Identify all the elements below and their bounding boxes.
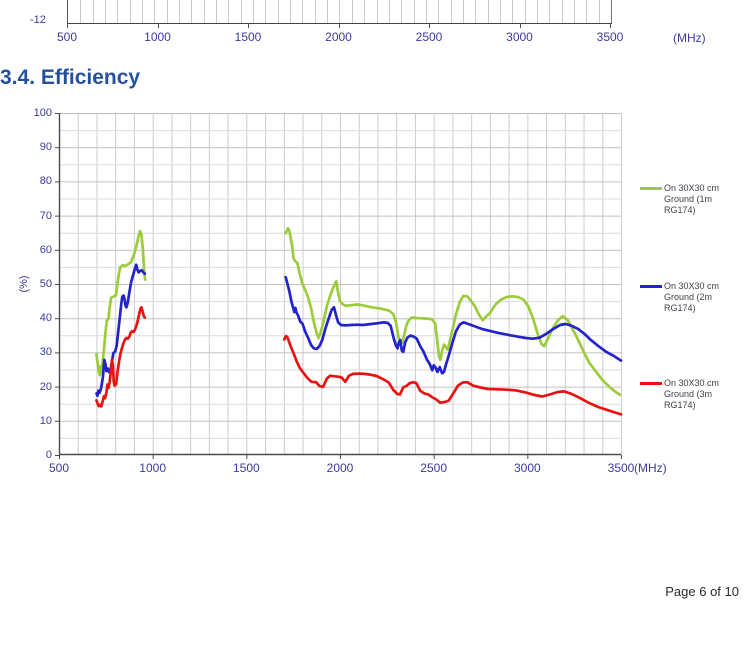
gridline bbox=[388, 0, 390, 23]
legend-label: On 30X30 cm Ground (3m RG174) bbox=[664, 378, 720, 410]
gridline bbox=[129, 0, 131, 23]
x-tick-label: 2500 bbox=[420, 461, 448, 475]
gridline bbox=[401, 0, 403, 23]
gridline bbox=[487, 0, 489, 23]
x-tick-label: 2500 bbox=[415, 30, 443, 44]
y-tick-label: 10 bbox=[39, 414, 52, 427]
y-tick-label: 90 bbox=[39, 141, 52, 154]
gridline bbox=[573, 0, 575, 23]
gridline bbox=[265, 0, 267, 23]
gridline bbox=[586, 0, 588, 23]
gridline bbox=[475, 0, 477, 23]
x-tick-label: 3500 bbox=[596, 30, 624, 44]
gridline bbox=[253, 0, 255, 23]
gridline bbox=[364, 0, 366, 23]
gridline bbox=[327, 0, 329, 23]
legend-label: On 30X30 cm Ground (2m RG174) bbox=[664, 281, 720, 313]
gridline bbox=[179, 0, 181, 23]
gridline bbox=[166, 0, 168, 23]
gridline bbox=[142, 0, 144, 23]
gridline bbox=[240, 0, 242, 23]
x-tick bbox=[248, 24, 249, 28]
x-tick-label: 3000 bbox=[506, 30, 533, 44]
gridline bbox=[339, 0, 341, 23]
y-tick-label: 20 bbox=[39, 380, 52, 393]
x-tick-label: 1000 bbox=[139, 461, 167, 475]
gridline bbox=[549, 0, 551, 23]
gridline bbox=[105, 0, 107, 23]
gridline bbox=[290, 0, 292, 23]
efficiency-x-axis-unit: (MHz) bbox=[634, 461, 667, 475]
gridline bbox=[92, 0, 94, 23]
gridline bbox=[277, 0, 279, 23]
y-tick-label: 30 bbox=[39, 346, 52, 359]
gridline bbox=[216, 0, 218, 23]
gridline bbox=[80, 0, 82, 23]
x-tick-label: 1500 bbox=[232, 461, 260, 475]
legend-entry: On 30X30 cm Ground (1m RG174) bbox=[640, 183, 745, 215]
previous-chart-plot-area bbox=[67, 0, 612, 24]
gridline bbox=[191, 0, 193, 23]
gridline bbox=[117, 0, 119, 23]
gridline bbox=[561, 0, 563, 23]
y-tick-label: 0 bbox=[45, 449, 52, 461]
x-tick-label: 500 bbox=[48, 461, 70, 475]
y-tick-label: 80 bbox=[39, 175, 52, 188]
y-tick-label: 50 bbox=[39, 278, 52, 290]
series-line bbox=[284, 226, 622, 397]
series-line bbox=[95, 229, 147, 377]
gridline bbox=[376, 0, 378, 23]
y-tick-label: 100 bbox=[33, 107, 52, 119]
gridline bbox=[512, 0, 514, 23]
gridline bbox=[154, 0, 156, 23]
series-line bbox=[95, 305, 147, 408]
gridline bbox=[228, 0, 230, 23]
x-tick-label: 1000 bbox=[144, 30, 171, 44]
legend-line-swatch bbox=[640, 187, 662, 190]
gridline bbox=[203, 0, 205, 23]
x-tick bbox=[429, 24, 430, 28]
gridline bbox=[314, 0, 316, 23]
gridline bbox=[425, 0, 427, 23]
x-tick bbox=[67, 24, 68, 28]
previous-chart-x-axis-unit: (MHz) bbox=[673, 31, 706, 45]
x-tick bbox=[338, 24, 340, 28]
x-tick-label: 3500 bbox=[607, 461, 635, 475]
legend-label: On 30X30 cm Ground (1m RG174) bbox=[664, 183, 720, 215]
x-tick-label: 1500 bbox=[234, 30, 262, 44]
gridline bbox=[524, 0, 526, 23]
y-tick-label: 60 bbox=[39, 243, 52, 256]
gridline bbox=[536, 0, 538, 23]
section-heading: 3.4. Efficiency bbox=[0, 66, 141, 89]
x-tick bbox=[519, 24, 521, 28]
gridline bbox=[499, 0, 501, 23]
gridline bbox=[351, 0, 353, 23]
legend-line-swatch bbox=[640, 382, 662, 385]
x-tick-label: 500 bbox=[56, 30, 78, 44]
gridline bbox=[302, 0, 304, 23]
legend-line-swatch bbox=[640, 285, 662, 288]
legend-entry: On 30X30 cm Ground (2m RG174) bbox=[640, 281, 745, 313]
y-tick-label: 70 bbox=[39, 209, 52, 222]
previous-chart-y-tick-label: -12 bbox=[30, 14, 46, 26]
gridline bbox=[413, 0, 415, 23]
page-number: Page 6 of 10 bbox=[665, 584, 739, 599]
legend-entry: On 30X30 cm Ground (3m RG174) bbox=[640, 378, 745, 410]
gridline bbox=[450, 0, 452, 23]
series-line bbox=[95, 263, 147, 398]
series-line bbox=[284, 275, 623, 375]
gridline bbox=[598, 0, 600, 23]
x-tick-label: 3000 bbox=[513, 461, 541, 475]
gridline bbox=[462, 0, 464, 23]
x-tick-label: 2000 bbox=[325, 30, 352, 44]
x-tick bbox=[610, 24, 611, 28]
efficiency-plot-svg bbox=[55, 113, 623, 459]
x-tick bbox=[157, 24, 159, 28]
x-tick-label: 2000 bbox=[326, 461, 354, 475]
gridline bbox=[438, 0, 440, 23]
y-tick-label: 40 bbox=[39, 312, 52, 325]
series-line bbox=[282, 334, 623, 416]
